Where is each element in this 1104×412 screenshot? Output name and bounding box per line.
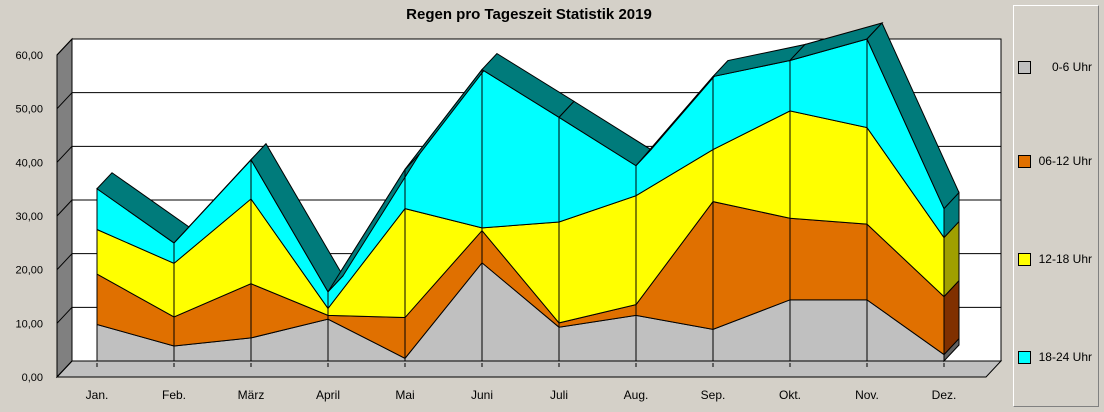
y-tick-label: 0,00	[22, 372, 43, 384]
gridline-depth	[56, 199, 73, 217]
y-tick-label: 20,00	[15, 265, 43, 277]
chart-plot: 0,00 10,00 20,00 30,00 40,00 50,00 60,00 Jan. Fe…	[15, 22, 1003, 402]
x-tick-label: Juni	[471, 388, 493, 402]
x-tick-label: April	[316, 388, 340, 402]
legend-item: 12-18 Uhr	[1018, 250, 1098, 268]
legend-label: 18-24 Uhr	[1038, 350, 1092, 364]
legend-item: 0-6 Uhr	[1018, 58, 1098, 76]
y-tick-label: 30,00	[15, 211, 43, 223]
chart-legend: 0-6 Uhr 06-12 Uhr 12-18 Uhr 18-24 Uhr	[1013, 5, 1099, 407]
x-tick-label: Aug.	[624, 388, 649, 402]
chart-title: Regen pro Tageszeit Statistik 2019	[406, 6, 652, 23]
legend-label: 0-6 Uhr	[1051, 60, 1092, 74]
legend-item: 18-24 Uhr	[1018, 348, 1098, 366]
gridline-depth	[56, 92, 73, 110]
x-tick-label: Feb.	[162, 388, 186, 402]
x-tick-label: Dez.	[932, 388, 957, 402]
chart-area: Regen pro Tageszeit Statistik 2019 0,00 1…	[15, 6, 1003, 402]
x-tick-label: Mai	[395, 388, 414, 402]
legend-item: 06-12 Uhr	[1018, 152, 1098, 170]
x-tick-label: Okt.	[779, 388, 801, 402]
legend-swatch	[1018, 60, 1031, 74]
x-tick-label: Juli	[550, 388, 568, 402]
gridline-depth	[56, 306, 73, 324]
legend-label: 12-18 Uhr	[1038, 252, 1092, 266]
y-tick-label: 40,00	[15, 157, 43, 169]
y-tick-label: 60,00	[15, 50, 43, 62]
gridline-depth	[56, 253, 73, 271]
x-tick-label: Sep.	[701, 388, 726, 402]
gridline-depth	[56, 145, 73, 163]
legend-label: 06-12 Uhr	[1038, 154, 1092, 168]
y-tick-label: 50,00	[15, 104, 43, 116]
area-top-face	[866, 22, 960, 210]
x-tick-label: Jan.	[86, 388, 109, 402]
chart-floor	[55, 360, 1003, 378]
x-tick-label: März	[238, 388, 265, 402]
y-tick-label: 10,00	[15, 318, 43, 330]
gridline-depth	[56, 360, 73, 378]
legend-swatch	[1018, 350, 1031, 364]
x-tick-label: Nov.	[855, 388, 879, 402]
legend-swatch	[1018, 252, 1031, 266]
gridline-depth	[56, 38, 73, 56]
legend-swatch	[1018, 154, 1031, 168]
